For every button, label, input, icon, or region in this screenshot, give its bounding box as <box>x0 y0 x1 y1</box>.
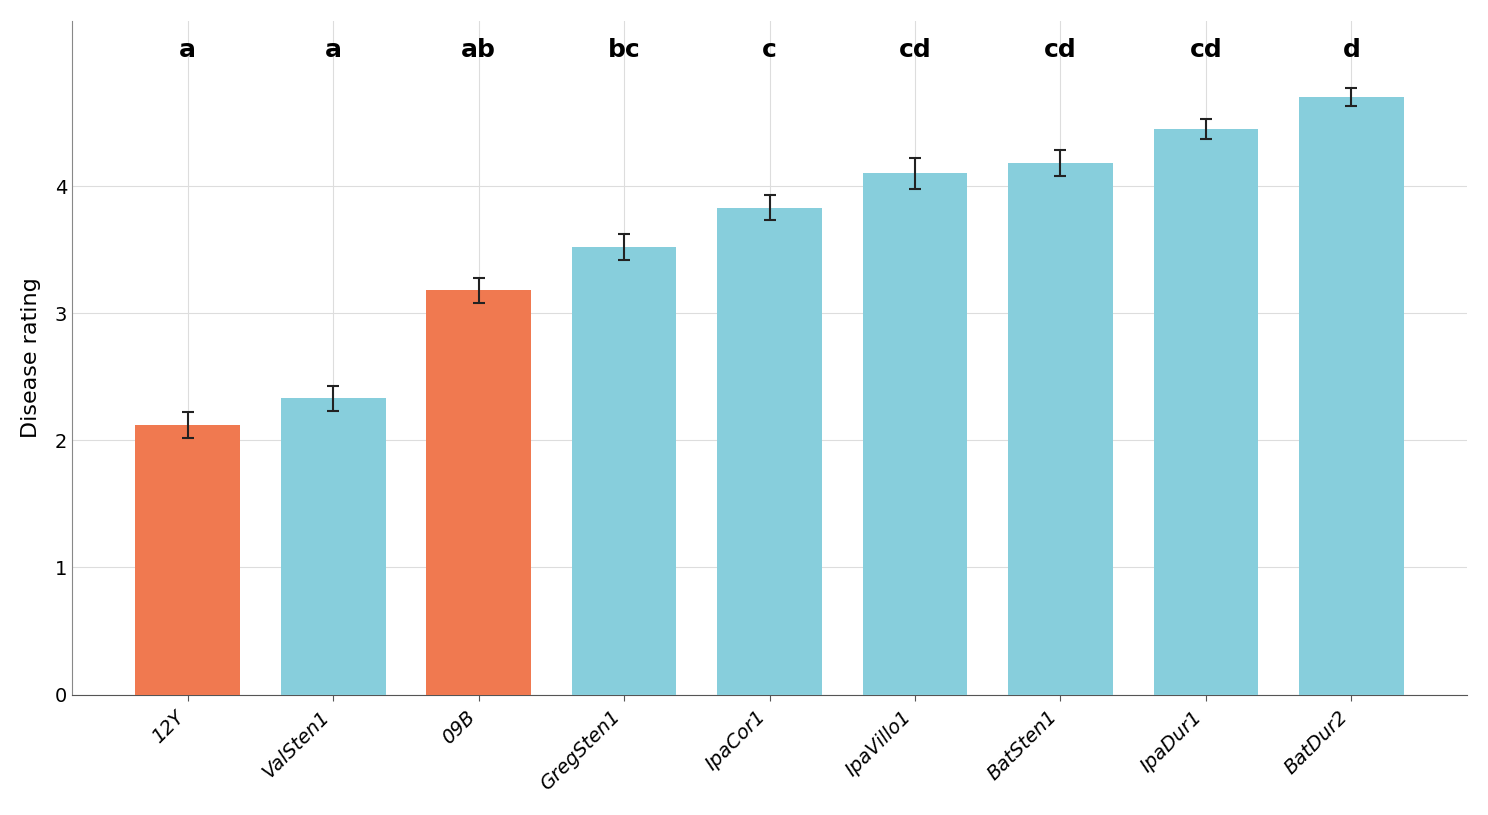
Text: cd: cd <box>1045 37 1077 62</box>
Text: cd: cd <box>1189 37 1222 62</box>
Text: cd: cd <box>899 37 931 62</box>
Bar <box>281 399 385 694</box>
Bar <box>1153 129 1259 694</box>
Text: a: a <box>179 37 196 62</box>
Bar <box>1299 97 1403 694</box>
Bar <box>135 425 240 694</box>
Bar <box>1007 163 1113 694</box>
Text: bc: bc <box>607 37 640 62</box>
Bar <box>863 174 967 694</box>
Text: ab: ab <box>461 37 496 62</box>
Bar <box>571 247 677 694</box>
Bar <box>717 208 821 694</box>
Text: a: a <box>324 37 342 62</box>
Text: d: d <box>1342 37 1360 62</box>
Bar <box>426 290 531 694</box>
Y-axis label: Disease rating: Disease rating <box>21 277 40 438</box>
Text: c: c <box>762 37 777 62</box>
